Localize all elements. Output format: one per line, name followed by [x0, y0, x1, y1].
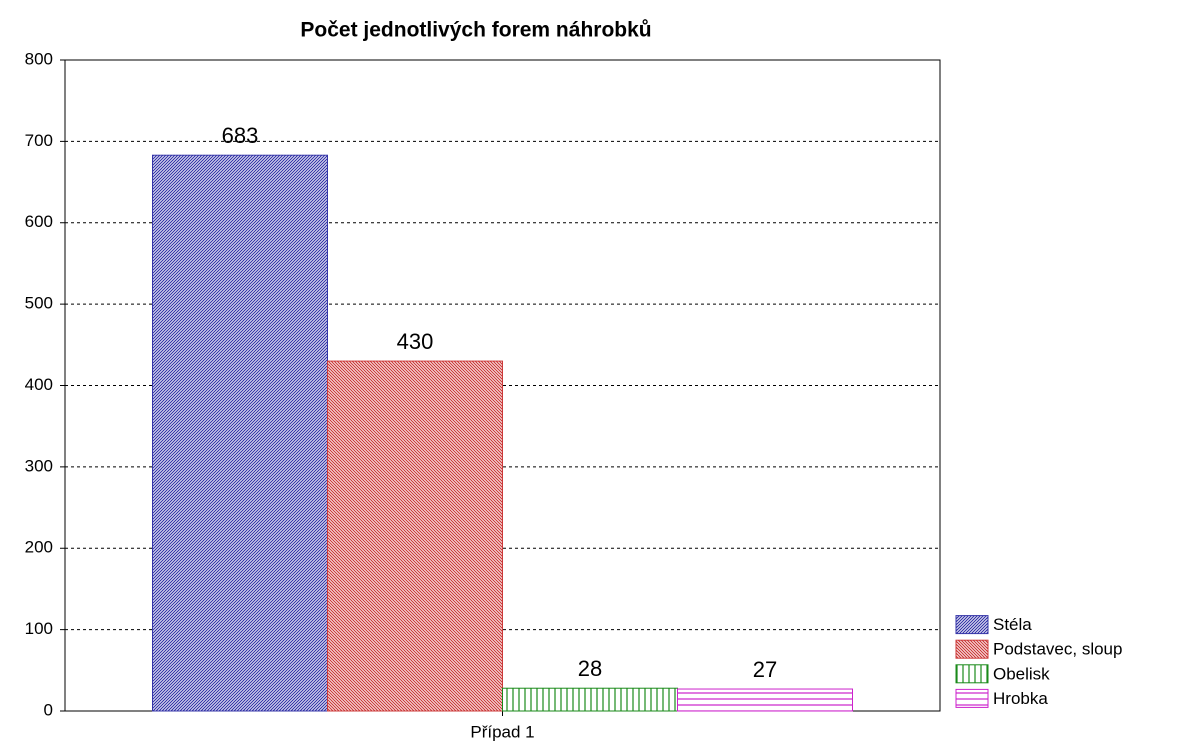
legend-label: Obelisk: [993, 664, 1050, 683]
y-tick-label: 400: [25, 375, 53, 394]
y-tick-label: 0: [44, 700, 53, 719]
bar: [502, 687, 678, 712]
value-label: 28: [578, 656, 602, 681]
legend-label: Hrobka: [993, 689, 1048, 708]
y-tick-label: 200: [25, 538, 53, 557]
y-tick-label: 300: [25, 456, 53, 475]
y-tick-label: 700: [25, 131, 53, 150]
legend-swatch: [955, 639, 989, 659]
legend-swatch: [955, 688, 989, 708]
legend-swatch: [955, 615, 989, 635]
legend-label: Stéla: [993, 615, 1032, 634]
y-tick-label: 600: [25, 212, 53, 231]
value-label: 430: [397, 329, 434, 354]
value-label: 27: [753, 657, 777, 682]
bar: [677, 688, 853, 712]
y-tick-label: 100: [25, 619, 53, 638]
bar: [327, 360, 503, 712]
value-label: 683: [222, 123, 259, 148]
y-tick-label: 500: [25, 294, 53, 313]
x-tick-label: Případ 1: [470, 722, 534, 741]
legend-label: Podstavec, sloup: [993, 640, 1122, 659]
chart-title: Počet jednotlivých forem náhrobků: [300, 19, 651, 42]
legend-swatch: [955, 664, 989, 684]
bar: [152, 154, 328, 712]
y-tick-label: 800: [25, 49, 53, 68]
